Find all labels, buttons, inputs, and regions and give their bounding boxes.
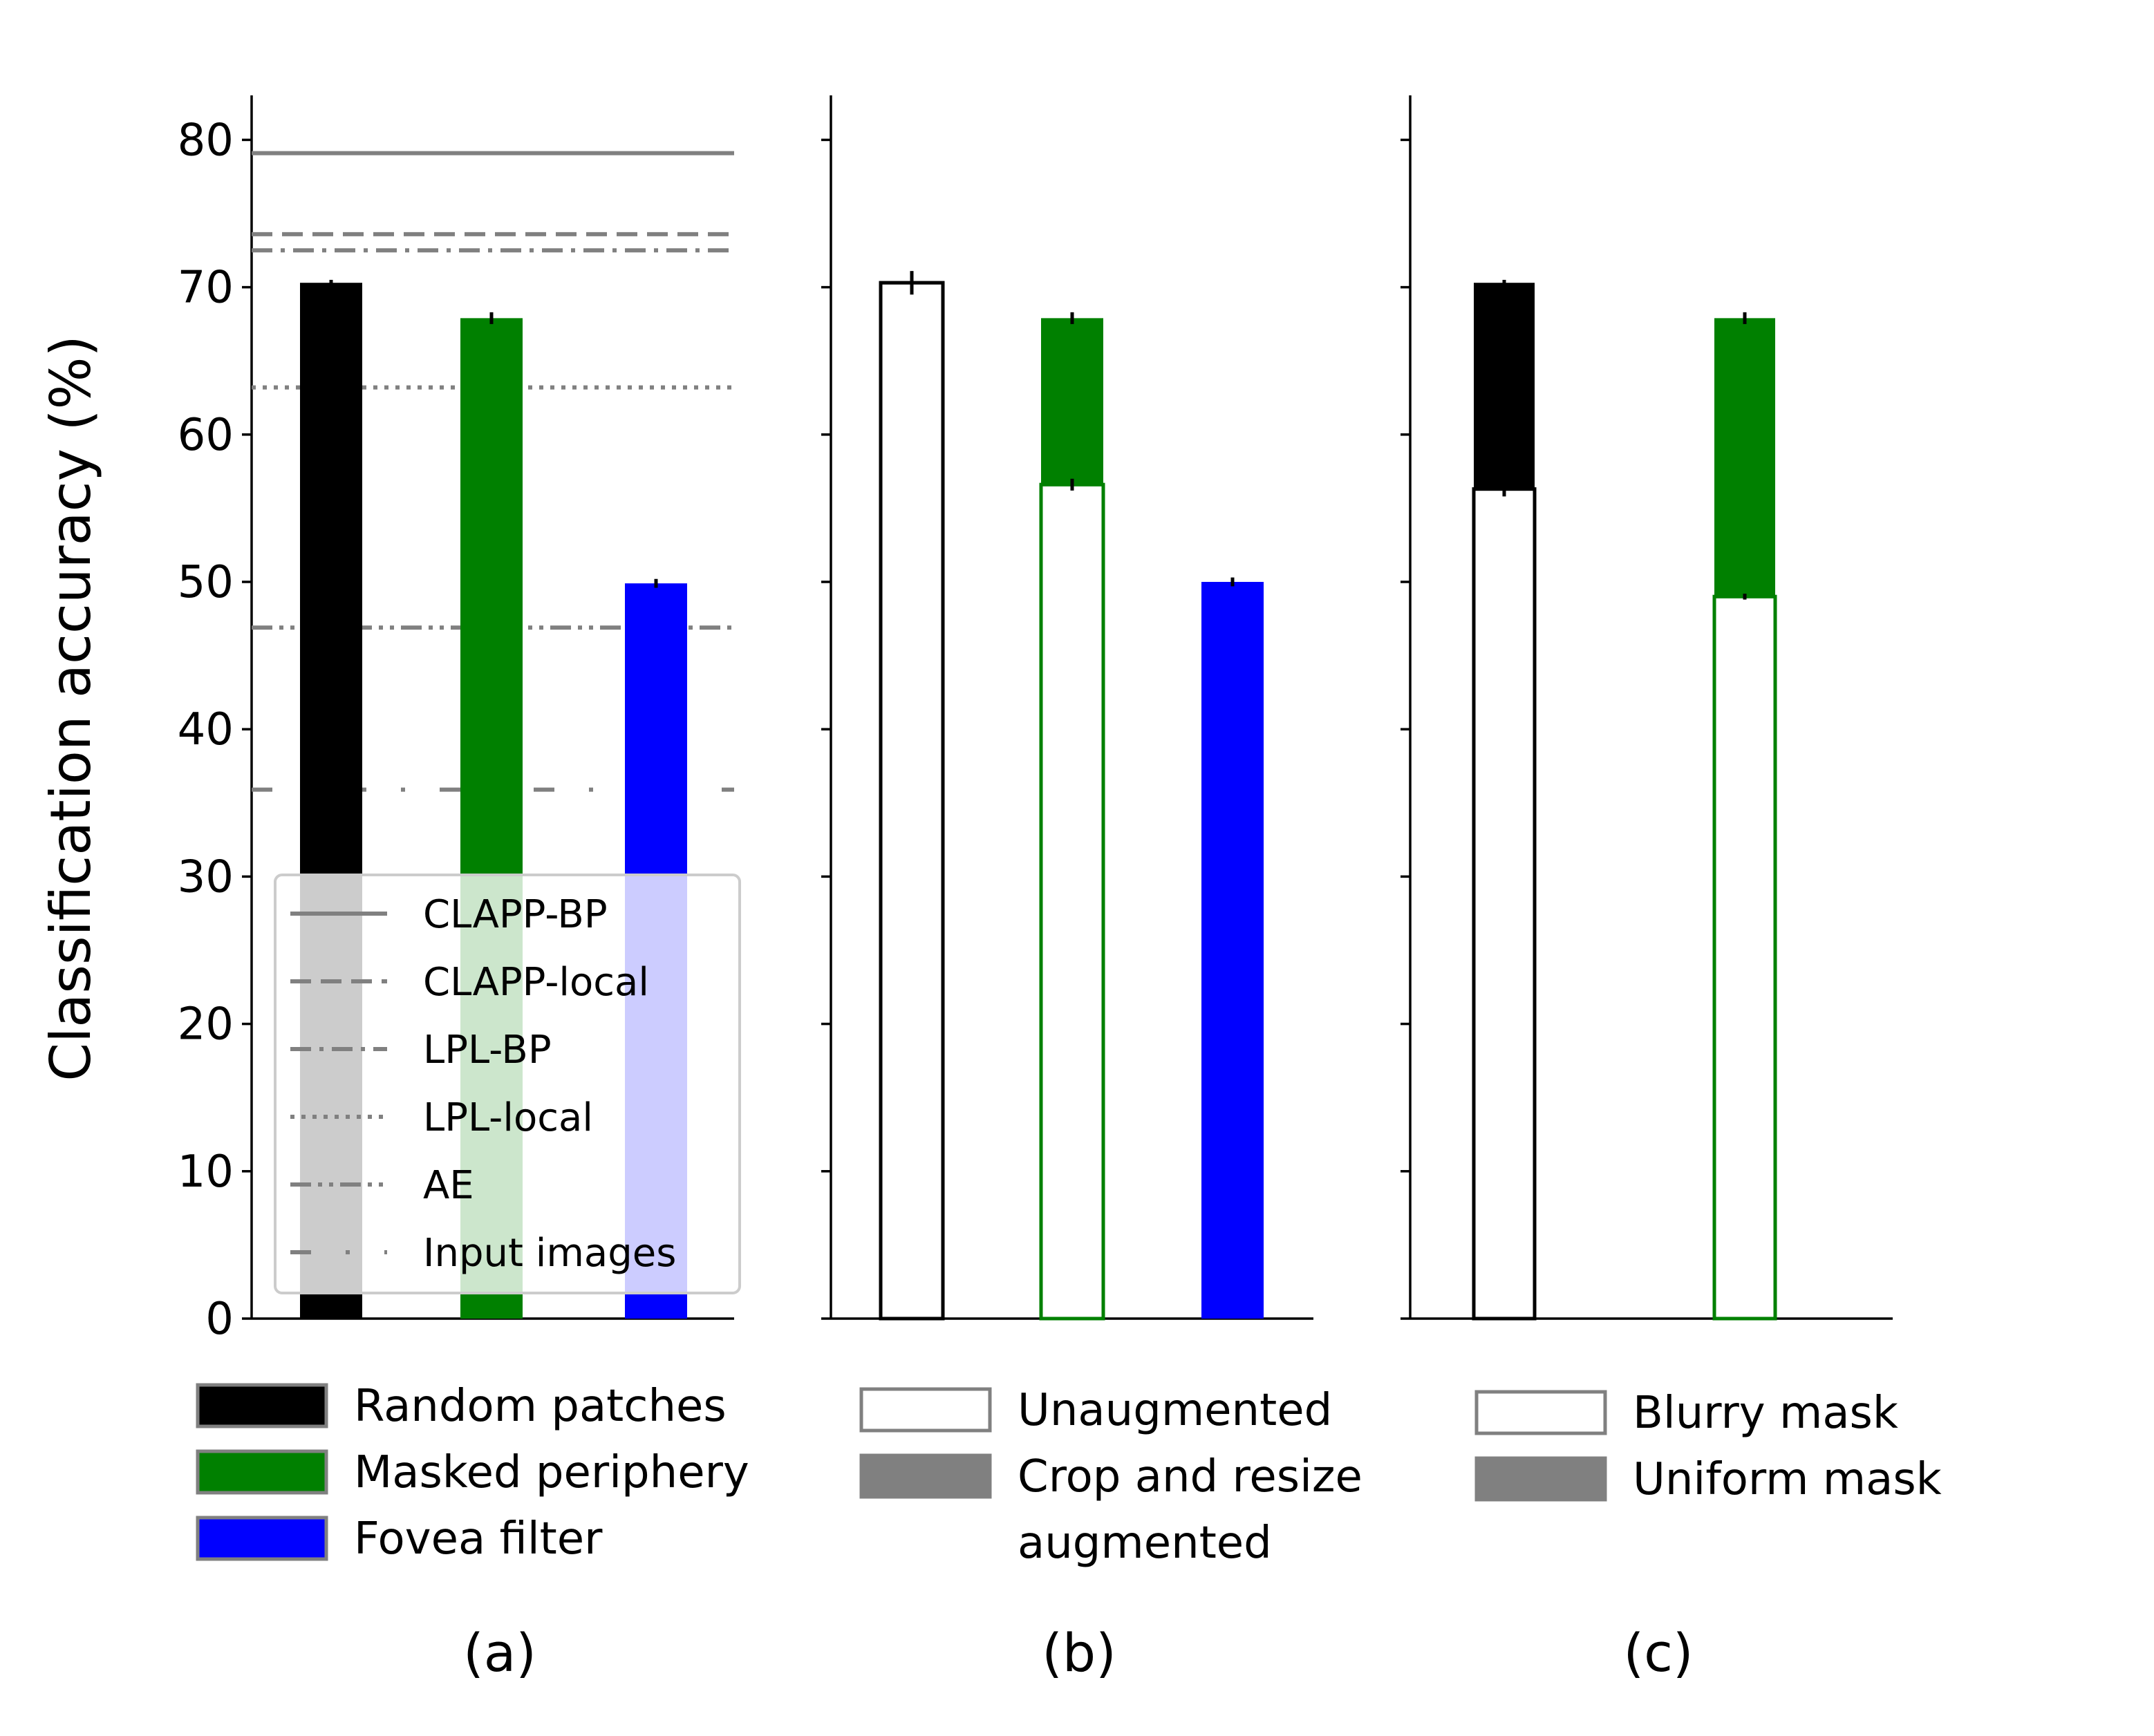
y-tick-label: 0 (205, 1294, 234, 1345)
panel-0: 0 10 20 30 40 50 60 70 80 CLAPP-BP CLAPP-local LPL-… (178, 95, 740, 1683)
y-tick-label: 40 (178, 704, 234, 755)
legend-label-crop-and-resize: Crop and resize (1018, 1451, 1362, 1502)
y-tick-label: 20 (178, 999, 234, 1050)
y-tick-label: 30 (178, 851, 234, 903)
y-tick-label: 80 (178, 115, 234, 166)
legend-label-masked-periphery: Masked periphery (354, 1447, 749, 1498)
bar-segment-unaugmented (881, 283, 943, 1319)
y-tick-label: 10 (178, 1147, 234, 1198)
y-tick-label: 50 (178, 557, 234, 608)
legend-label-uniform-mask: Uniform mask (1633, 1454, 1942, 1505)
bottom-legend-0: Random patches Masked periphery Fovea filt… (198, 1381, 749, 1565)
legend-label-augmented: augmented (1018, 1518, 1272, 1569)
legend-swatch-crop-and-resize (861, 1455, 990, 1497)
legend-label-random-patches: Random patches (354, 1381, 727, 1432)
bottom-legends: Random patches Masked periphery Fovea filt… (198, 1381, 1942, 1569)
bar-fovea-filter-crop-and-resize-augmented (1201, 582, 1264, 1319)
panels: 0 10 20 30 40 50 60 70 80 CLAPP-BP CLAPP-local LPL-… (178, 95, 1893, 1683)
panel-2: (c) (1401, 95, 1893, 1683)
legend-swatch-unaugmented (861, 1389, 990, 1431)
legend-label-lpl-bp: LPL-BP (423, 1028, 552, 1073)
panel-label-1: (b) (1042, 1622, 1116, 1683)
reference-legend: CLAPP-BP CLAPP-local LPL-BP LPL-local AE Inpu… (275, 875, 740, 1293)
legend-label-input-images: Input images (423, 1231, 676, 1276)
legend-swatch-random-patches (198, 1385, 326, 1426)
legend-label-clapp-bp: CLAPP-BP (423, 892, 608, 937)
legend-label-unaugmented: Unaugmented (1018, 1385, 1332, 1436)
legend-swatch-blurry-mask (1477, 1392, 1605, 1433)
bar-segment-unaugmented (1041, 484, 1103, 1319)
legend-label-fovea-filter: Fovea filter (354, 1513, 603, 1565)
panel-1: (b) (821, 95, 1313, 1683)
bottom-legend-1: Unaugmented Crop and resize augmented (861, 1385, 1362, 1569)
legend-label-lpl-local: LPL-local (423, 1095, 593, 1140)
bar-segment-blurry-mask (1474, 489, 1535, 1319)
y-tick-label: 70 (178, 263, 234, 314)
y-tick-label: 60 (178, 410, 234, 461)
legend-label-blurry-mask: Blurry mask (1633, 1388, 1898, 1439)
panel-label-0: (a) (463, 1622, 536, 1683)
legend-swatch-fovea-filter (198, 1518, 326, 1559)
legend-swatch-masked-periphery (198, 1451, 326, 1493)
y-axis-title: Classification accuracy (%) (39, 335, 103, 1082)
bottom-legend-2: Blurry mask Uniform mask (1477, 1388, 1942, 1505)
legend-swatch-uniform-mask (1477, 1458, 1605, 1500)
legend-label-clapp-local: CLAPP-local (423, 960, 649, 1005)
bar-segment-blurry-mask (1714, 596, 1775, 1319)
panel-label-2: (c) (1623, 1622, 1693, 1683)
legend-label-ae: AE (423, 1163, 474, 1208)
